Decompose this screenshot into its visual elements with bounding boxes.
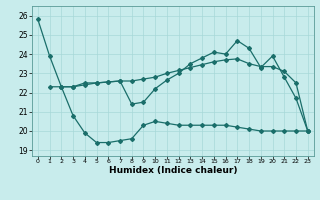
X-axis label: Humidex (Indice chaleur): Humidex (Indice chaleur) <box>108 166 237 175</box>
